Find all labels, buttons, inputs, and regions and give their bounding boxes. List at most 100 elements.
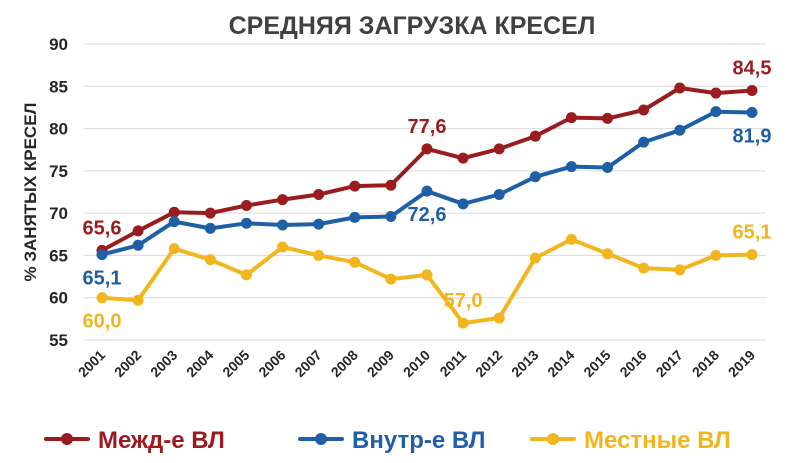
data-point (168, 243, 180, 255)
y-tick-label: 75 (49, 162, 68, 181)
x-tick-label: 2014 (544, 347, 577, 380)
data-point (674, 124, 686, 136)
data-point (529, 252, 541, 264)
data-point (493, 312, 505, 324)
data-point (313, 218, 325, 230)
x-tick-label: 2012 (472, 347, 505, 380)
data-point (132, 225, 144, 237)
data-point (710, 249, 722, 261)
data-point (313, 249, 325, 261)
data-point (638, 104, 650, 116)
data-point (421, 185, 433, 197)
x-tick-label: 2007 (291, 347, 324, 380)
data-label: 65,6 (83, 217, 122, 239)
data-point (168, 206, 180, 218)
data-label: 81,9 (733, 126, 772, 148)
data-point (204, 207, 216, 219)
data-label: 84,5 (733, 58, 772, 80)
data-label: 77,6 (408, 116, 447, 138)
data-point (565, 161, 577, 173)
chart-title: СРЕДНЯЯ ЗАГРУЗКА КРЕСЕЛ (229, 12, 596, 40)
y-axis-ticks: 90 85 80 75 70 65 60 55 (49, 35, 68, 350)
x-tick-label: 2004 (183, 347, 216, 380)
series-group (96, 82, 758, 329)
data-point (349, 256, 361, 268)
legend-label: Внутр-е ВЛ (352, 427, 485, 454)
x-tick-label: 2008 (328, 347, 361, 380)
data-point (240, 217, 252, 229)
x-tick-label: 2011 (436, 347, 469, 380)
x-tick-label: 2019 (725, 347, 758, 380)
x-tick-label: 2013 (508, 347, 541, 380)
y-tick-label: 65 (49, 246, 68, 265)
x-tick-label: 2018 (689, 347, 722, 380)
data-point (313, 189, 325, 201)
data-point (277, 194, 289, 206)
data-point (746, 249, 758, 261)
data-point (421, 269, 433, 281)
x-tick-label: 2015 (580, 347, 613, 380)
x-tick-label: 2002 (111, 347, 144, 380)
series-line-3 (100, 237, 754, 326)
data-point (240, 269, 252, 281)
data-point (746, 85, 758, 97)
data-point (638, 136, 650, 148)
data-point (602, 248, 614, 260)
data-point (385, 211, 397, 223)
data-label: 65,1 (83, 268, 122, 290)
legend-label: Местные ВЛ (584, 427, 731, 454)
data-point (204, 222, 216, 234)
data-point (457, 152, 469, 164)
x-tick-label: 2010 (400, 347, 433, 380)
x-tick-label: 2009 (364, 347, 397, 380)
y-tick-label: 80 (49, 120, 68, 139)
data-point (132, 294, 144, 306)
data-point (385, 179, 397, 191)
data-point (240, 200, 252, 212)
x-tick-label: 2005 (219, 347, 252, 380)
data-point (674, 82, 686, 94)
x-tick-label: 2003 (147, 347, 180, 380)
data-point (529, 171, 541, 183)
data-point (96, 249, 108, 261)
legend-marker (547, 433, 559, 445)
data-label: 65,1 (733, 222, 772, 244)
data-point (565, 233, 577, 245)
legend-marker (315, 433, 327, 445)
data-point (493, 189, 505, 201)
legend-marker (61, 433, 73, 445)
data-point (602, 112, 614, 124)
data-point (638, 262, 650, 274)
data-label: 60,0 (83, 311, 122, 333)
data-point (277, 241, 289, 253)
x-axis-ticks: 2001 2002 2003 2004 2005 2006 2007 2008 2009 2010… (75, 347, 758, 380)
data-point (349, 211, 361, 223)
data-point (421, 143, 433, 155)
y-tick-label: 85 (49, 77, 68, 96)
data-point (493, 143, 505, 155)
y-tick-label: 90 (49, 35, 68, 54)
data-point (746, 107, 758, 119)
data-point (710, 106, 722, 118)
y-tick-label: 55 (49, 331, 68, 350)
data-point (602, 161, 614, 173)
x-tick-label: 2016 (616, 347, 649, 380)
x-tick-label: 2001 (75, 347, 108, 380)
legend-label: Межд-е ВЛ (98, 427, 225, 454)
data-labels: 65,6 77,6 84,5 65,1 72,6 81,9 60,0 57,0 65,1 (83, 58, 772, 333)
data-point (132, 239, 144, 251)
data-point (457, 198, 469, 210)
data-label: 72,6 (408, 204, 447, 226)
y-tick-label: 70 (49, 204, 68, 223)
legend: Межд-е ВЛ Внутр-е ВЛ Местные ВЛ (44, 427, 731, 454)
data-point (674, 264, 686, 276)
data-point (529, 130, 541, 142)
x-tick-label: 2017 (653, 347, 686, 380)
data-point (277, 219, 289, 231)
data-point (710, 87, 722, 99)
data-point (204, 254, 216, 266)
data-point (96, 292, 108, 304)
data-point (385, 273, 397, 285)
data-point (168, 216, 180, 228)
data-point (349, 180, 361, 192)
